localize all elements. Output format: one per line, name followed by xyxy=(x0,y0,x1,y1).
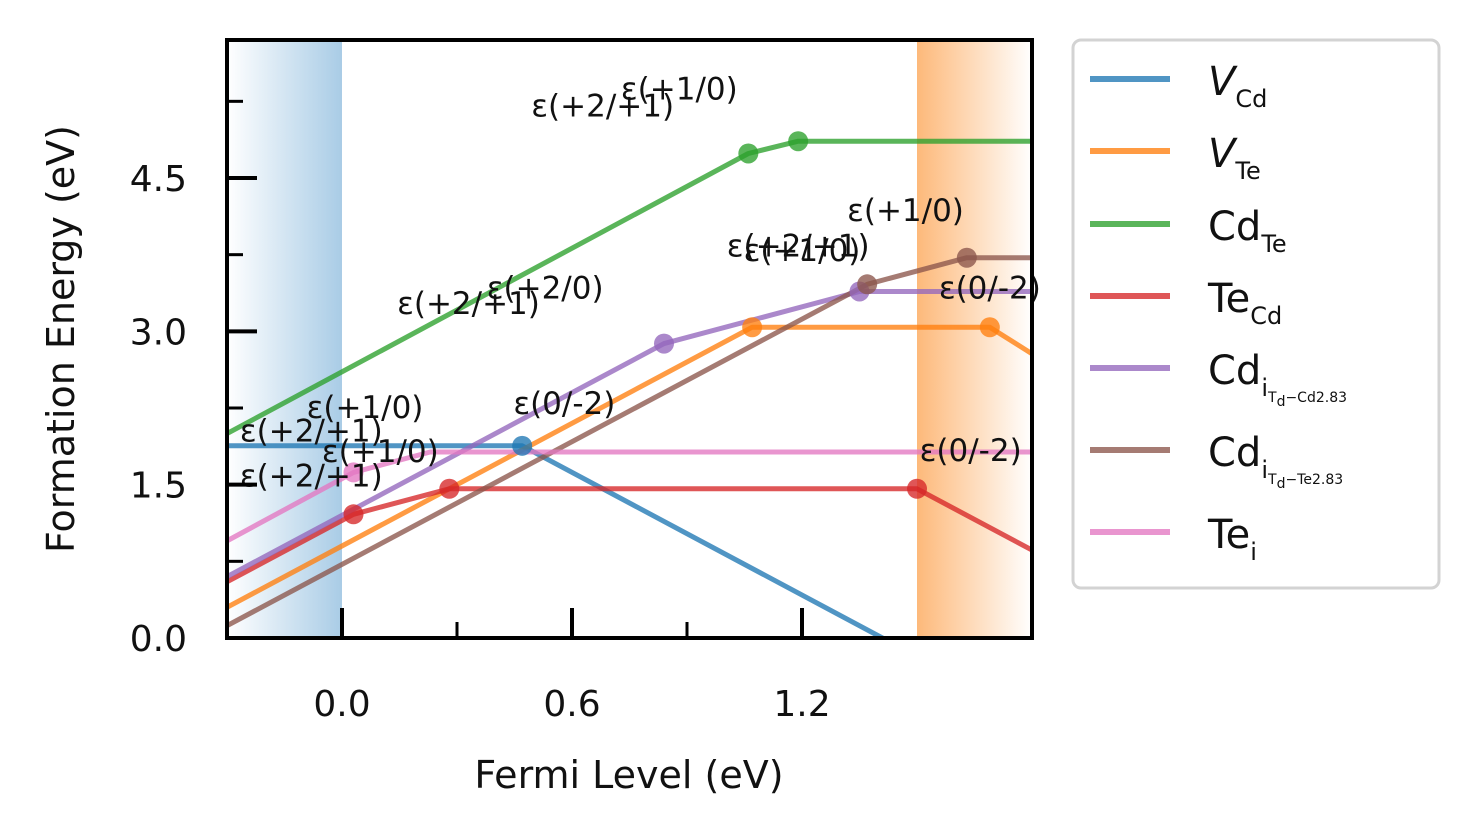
transition-label-2: ε(+1/0) xyxy=(847,193,964,229)
transition-label-10: ε(+2/+1) xyxy=(240,414,383,450)
series-line-2 xyxy=(227,138,1032,436)
transition-point-3-0 xyxy=(343,504,364,525)
transition-label-8: ε(+1/0) xyxy=(307,390,424,426)
legend-item-4: CdiTd−Cd2.83 xyxy=(1090,348,1347,410)
transition-point-1-0 xyxy=(742,317,763,338)
transition-label-6: ε(+2/0) xyxy=(487,271,604,307)
legend-label: VCd xyxy=(1208,59,1267,113)
valence-band-shade xyxy=(227,40,342,638)
transition-label-0: ε(+2/+1) xyxy=(531,89,674,125)
transition-label-11: ε(+1/0) xyxy=(322,434,439,470)
legend-item-1: VTe xyxy=(1090,131,1261,185)
transition-label-13: ε(+2/+1) xyxy=(240,459,383,495)
y-tick-label-0: 0.0 xyxy=(130,619,187,660)
x-axis-label: Fermi Level (eV) xyxy=(474,753,783,797)
plot-frame xyxy=(225,38,1034,640)
transition-point-2-1 xyxy=(788,131,809,152)
legend-item-3: TeCd xyxy=(1090,276,1282,330)
transition-point-6-0 xyxy=(343,462,364,483)
conduction-band-shade xyxy=(917,40,1032,638)
transition-point-3-1 xyxy=(439,478,460,499)
legend-item-6: Tei xyxy=(1090,512,1257,566)
transition-point-3-2 xyxy=(907,478,927,499)
transition-point-1-1 xyxy=(979,317,1000,338)
transition-label-7: ε(0/-2) xyxy=(939,271,1041,307)
transition-label-5: ε(+2/+1) xyxy=(397,286,540,322)
y-axis-label: Formation Energy (eV) xyxy=(39,125,83,553)
series-line-6 xyxy=(227,449,1032,544)
x-tick-label-0: 0.0 xyxy=(313,684,370,725)
transition-label-3: ε(+2/+1) xyxy=(727,229,870,265)
transition-point-5-1 xyxy=(956,247,977,268)
x-tick-label-2: 1.2 xyxy=(773,684,830,725)
transition-label-9: ε(0/-2) xyxy=(513,386,615,422)
transition-label-4: ε(+1/0) xyxy=(744,233,861,269)
transition-point-0-0 xyxy=(512,435,533,456)
legend-label: VTe xyxy=(1208,131,1261,185)
series-line-4 xyxy=(227,289,1032,579)
x-tick-label-1: 0.6 xyxy=(543,684,600,725)
legend-label: CdiTd−Te2.83 xyxy=(1208,430,1343,492)
legend-label: CdiTd−Cd2.83 xyxy=(1208,348,1347,410)
legend-item-5: CdiTd−Te2.83 xyxy=(1090,430,1343,492)
transition-label-12: ε(0/-2) xyxy=(920,433,1022,469)
transition-label-1: ε(+1/0) xyxy=(621,71,738,107)
series-line-1 xyxy=(227,324,1032,610)
y-tick-label-1: 1.5 xyxy=(130,466,187,507)
y-tick-label-3: 4.5 xyxy=(130,159,187,200)
y-tick-label-2: 3.0 xyxy=(130,312,187,353)
legend-label: CdTe xyxy=(1208,204,1287,258)
legend-label: TeCd xyxy=(1207,276,1282,330)
transition-point-5-0 xyxy=(857,274,878,295)
legend-item-2: CdTe xyxy=(1090,204,1287,258)
legend-item-0: VCd xyxy=(1090,59,1267,113)
series-line-5 xyxy=(227,255,1032,628)
transition-point-4-0 xyxy=(654,333,674,354)
transition-point-2-0 xyxy=(738,143,759,164)
legend: VCd VTe CdTe TeCd CdiTd−Cd2.83 CdiTd−Te2.83 Te… xyxy=(1071,38,1441,590)
legend-label: Tei xyxy=(1207,512,1257,566)
